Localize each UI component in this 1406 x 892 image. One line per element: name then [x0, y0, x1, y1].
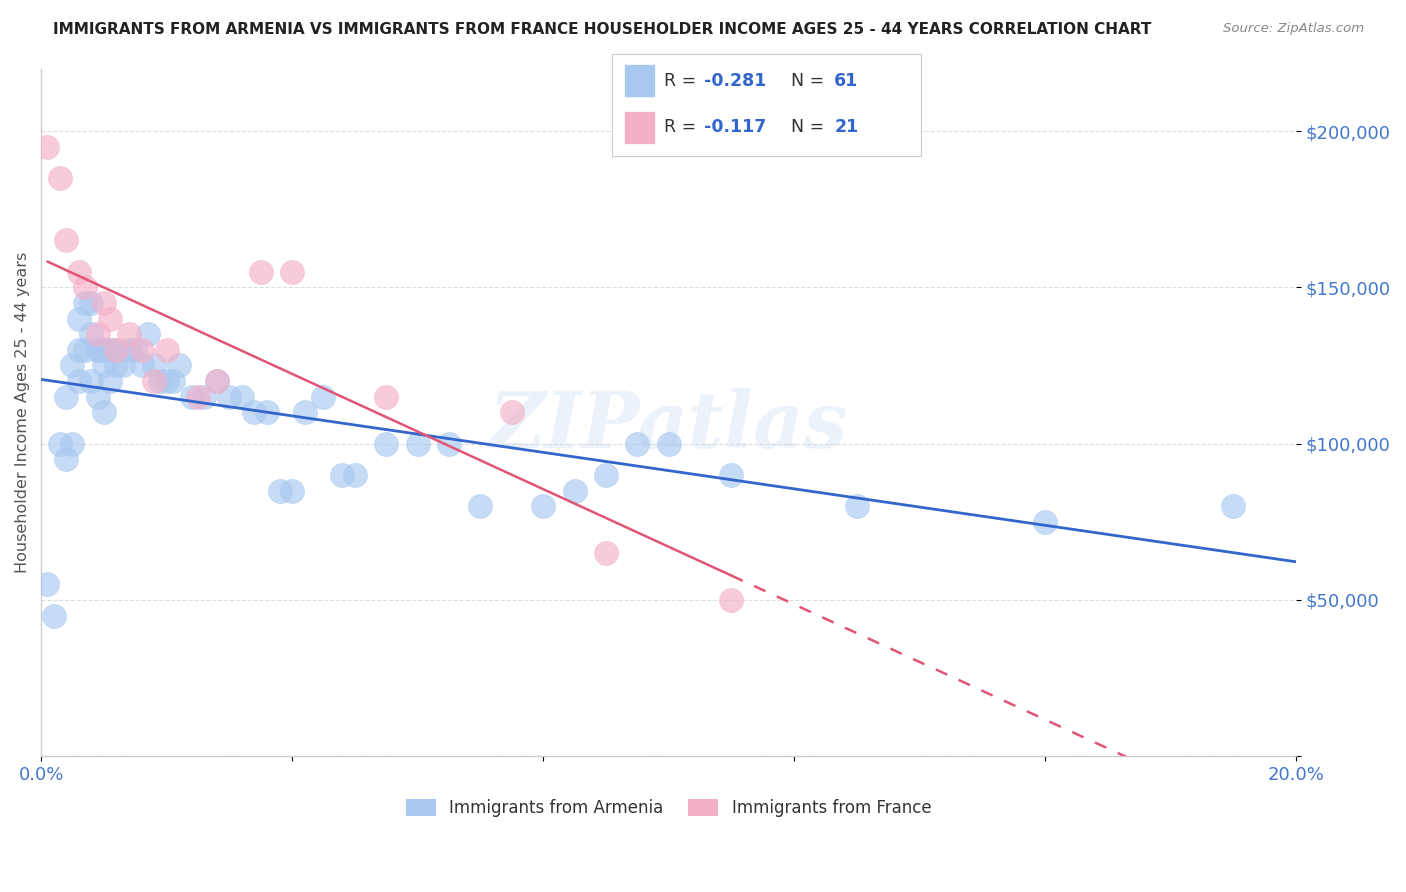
Text: Source: ZipAtlas.com: Source: ZipAtlas.com — [1223, 22, 1364, 36]
Point — [249, 265, 271, 279]
Point — [180, 390, 202, 404]
Point — [98, 343, 121, 357]
Point — [375, 436, 398, 450]
Point — [218, 390, 240, 404]
Point — [124, 343, 146, 357]
Bar — [624, 64, 655, 96]
Point — [93, 343, 115, 357]
Point — [93, 359, 115, 373]
Point — [162, 374, 184, 388]
Point — [595, 467, 617, 482]
Point — [143, 374, 166, 388]
Point — [131, 343, 153, 357]
Point — [67, 343, 90, 357]
Point — [80, 296, 103, 310]
Legend: Immigrants from Armenia, Immigrants from France: Immigrants from Armenia, Immigrants from… — [399, 792, 938, 823]
Point — [330, 467, 353, 482]
Point — [243, 405, 266, 419]
Point — [98, 311, 121, 326]
Point — [73, 296, 96, 310]
Point — [93, 296, 115, 310]
Point — [720, 467, 742, 482]
Text: 21: 21 — [834, 118, 859, 136]
Point — [98, 374, 121, 388]
Point — [231, 390, 253, 404]
Point — [406, 436, 429, 450]
Point — [62, 436, 84, 450]
Point — [93, 405, 115, 419]
Point — [105, 359, 128, 373]
Text: -0.281: -0.281 — [704, 71, 766, 90]
Point — [167, 359, 190, 373]
Point — [281, 483, 304, 498]
Point — [205, 374, 228, 388]
Point — [845, 499, 868, 513]
Point — [118, 343, 141, 357]
Point — [49, 436, 72, 450]
Point — [149, 374, 172, 388]
Point — [105, 343, 128, 357]
Point — [143, 359, 166, 373]
Bar — [624, 111, 655, 144]
Point — [156, 374, 179, 388]
Point — [49, 170, 72, 185]
Point — [86, 343, 108, 357]
Point — [55, 390, 77, 404]
Point — [531, 499, 554, 513]
Text: 61: 61 — [834, 71, 859, 90]
Point — [1033, 515, 1056, 529]
Point — [37, 139, 59, 153]
Point — [187, 390, 209, 404]
Point — [294, 405, 316, 419]
Text: ZIPatlas: ZIPatlas — [489, 388, 848, 465]
Point — [470, 499, 492, 513]
Point — [73, 343, 96, 357]
Point — [269, 483, 291, 498]
Point — [105, 343, 128, 357]
Point — [55, 452, 77, 467]
Point — [86, 390, 108, 404]
Point — [80, 327, 103, 342]
Point — [37, 577, 59, 591]
Point — [86, 343, 108, 357]
Point — [501, 405, 523, 419]
Point — [343, 467, 366, 482]
Point — [67, 311, 90, 326]
Point — [256, 405, 278, 419]
Text: R =: R = — [664, 118, 702, 136]
Point — [437, 436, 460, 450]
Point — [111, 359, 134, 373]
Point — [595, 546, 617, 560]
Point — [312, 390, 335, 404]
Point — [131, 359, 153, 373]
Point — [62, 359, 84, 373]
Point — [1222, 499, 1244, 513]
Point — [658, 436, 681, 450]
Text: -0.117: -0.117 — [704, 118, 766, 136]
Point — [80, 374, 103, 388]
Point — [67, 265, 90, 279]
Point — [136, 327, 159, 342]
Point — [564, 483, 586, 498]
Point — [118, 327, 141, 342]
Point — [55, 234, 77, 248]
Text: N =: N = — [792, 118, 830, 136]
Point — [375, 390, 398, 404]
Point — [626, 436, 648, 450]
Point — [67, 374, 90, 388]
Point — [73, 280, 96, 294]
Point — [281, 265, 304, 279]
Point — [156, 343, 179, 357]
Y-axis label: Householder Income Ages 25 - 44 years: Householder Income Ages 25 - 44 years — [15, 252, 30, 573]
Point — [86, 327, 108, 342]
Point — [42, 608, 65, 623]
Point — [193, 390, 215, 404]
Text: IMMIGRANTS FROM ARMENIA VS IMMIGRANTS FROM FRANCE HOUSEHOLDER INCOME AGES 25 - 4: IMMIGRANTS FROM ARMENIA VS IMMIGRANTS FR… — [53, 22, 1152, 37]
Point — [205, 374, 228, 388]
Point — [720, 593, 742, 607]
Text: R =: R = — [664, 71, 702, 90]
Text: N =: N = — [792, 71, 830, 90]
